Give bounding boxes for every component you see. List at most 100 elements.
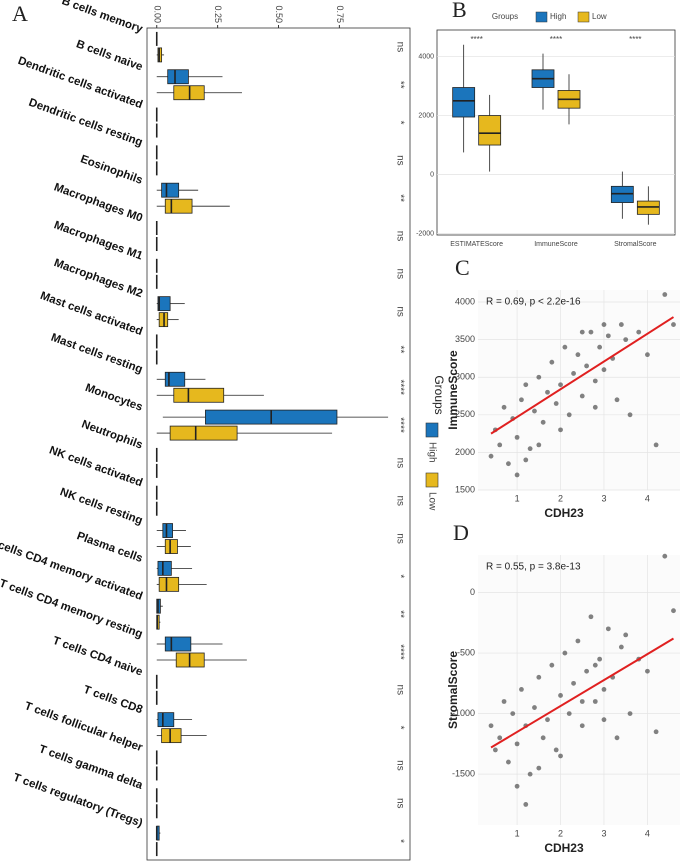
box: [161, 728, 182, 744]
x-tick-label: 0.75: [335, 5, 345, 23]
point: [592, 404, 598, 410]
point: [558, 427, 563, 433]
point: [514, 783, 520, 789]
legend-title: Groups: [432, 375, 446, 414]
point: [540, 419, 546, 425]
legend-swatch: [577, 11, 590, 23]
point: [623, 337, 629, 343]
significance: ns: [394, 798, 405, 809]
box: [157, 560, 172, 576]
significance: ns: [394, 42, 405, 53]
plot-panel: [436, 29, 676, 236]
category-label: Plasma cells: [75, 530, 144, 565]
significance: **: [394, 194, 405, 202]
x-tick-label: StromalScore: [614, 241, 657, 248]
point: [506, 461, 511, 467]
point: [671, 322, 676, 327]
significance: *: [394, 839, 405, 843]
significance: **: [394, 346, 405, 354]
category-label: Macrophages M2: [52, 257, 144, 300]
point: [545, 389, 550, 395]
point: [527, 446, 533, 452]
x-tick-label: 0.50: [274, 5, 284, 23]
significance: **: [394, 610, 405, 618]
point: [501, 699, 507, 704]
y-tick-label: 4000: [455, 296, 475, 306]
x-axis-label: CDH23: [544, 841, 584, 855]
y-tick-label: -1500: [452, 769, 475, 779]
point: [510, 711, 516, 717]
category-label: B cells naive: [74, 38, 144, 73]
legend-label: Low: [592, 12, 607, 21]
point: [605, 626, 611, 632]
legend-label: High: [426, 442, 437, 463]
point: [614, 735, 620, 741]
point: [671, 608, 676, 614]
legend-title: Groups: [492, 12, 518, 21]
significance: ns: [394, 269, 405, 280]
point: [553, 747, 559, 753]
x-tick-label: 1: [515, 493, 520, 503]
box: [164, 371, 186, 387]
point: [592, 662, 598, 668]
point: [501, 404, 507, 410]
y-tick-label: 3000: [455, 372, 475, 382]
point: [558, 753, 563, 759]
y-tick-label: 4000: [418, 53, 434, 60]
y-tick-label: -2000: [416, 230, 434, 237]
point: [575, 352, 581, 358]
point: [597, 344, 603, 350]
legend-swatch: [535, 11, 548, 23]
point: [492, 747, 498, 753]
significance: ns: [394, 306, 405, 317]
point: [540, 735, 546, 741]
box: [478, 115, 502, 146]
point: [532, 408, 537, 414]
fit-line: [490, 316, 675, 435]
significance: ns: [394, 533, 405, 544]
x-tick-label: 4: [645, 828, 650, 838]
point: [584, 363, 590, 369]
annotation: R = 0.69, p < 2.2e-16: [486, 297, 581, 308]
y-tick-label: 0: [430, 171, 434, 178]
box: [161, 182, 180, 198]
category-label: Eosinophils: [79, 153, 144, 187]
category-label: Neutrophils: [80, 418, 144, 451]
point: [532, 705, 537, 710]
point: [645, 352, 650, 358]
significance: ns: [394, 155, 405, 166]
point: [514, 741, 520, 747]
category-label: T cells CD4 naive: [51, 635, 144, 679]
significance: ****: [470, 35, 482, 44]
point: [618, 322, 624, 327]
box: [157, 712, 175, 728]
point: [636, 329, 642, 335]
point: [566, 711, 572, 717]
point: [549, 662, 555, 668]
point: [571, 680, 576, 686]
point: [527, 771, 533, 777]
plot-panel: [478, 555, 680, 825]
point: [545, 717, 550, 723]
point: [653, 442, 659, 448]
y-tick-label: -500: [457, 647, 475, 657]
point: [506, 759, 511, 765]
point: [579, 723, 585, 729]
box: [162, 523, 173, 538]
point: [588, 614, 594, 620]
point: [588, 329, 594, 335]
box: [157, 296, 171, 312]
significance: *: [394, 726, 405, 730]
point: [536, 442, 542, 448]
box: [164, 636, 192, 652]
point: [601, 367, 607, 373]
point: [562, 344, 568, 350]
x-tick-label: 0.00: [152, 5, 162, 23]
point: [592, 378, 598, 384]
point: [605, 333, 611, 339]
significance: **: [394, 81, 405, 89]
point: [519, 397, 524, 403]
significance: ns: [394, 685, 405, 696]
